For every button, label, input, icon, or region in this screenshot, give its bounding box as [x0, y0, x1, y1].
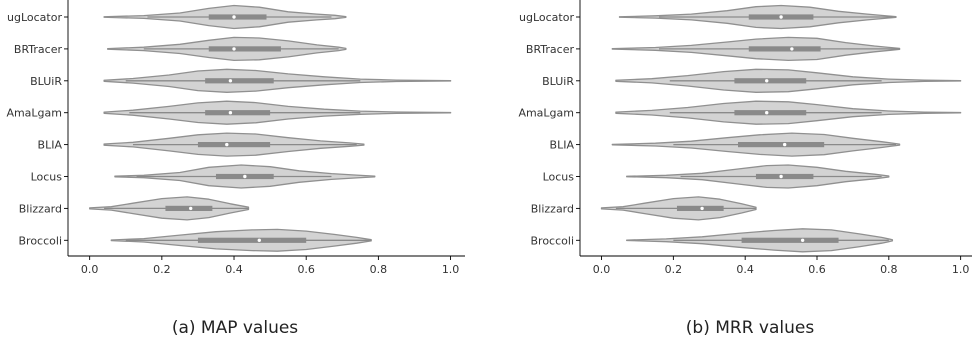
violin-median [779, 174, 783, 179]
y-tick-label: BLIA [550, 139, 575, 152]
y-tick-label: BLUiR [30, 75, 62, 88]
x-tick-label: 0.6 [297, 263, 315, 276]
y-tick-label: BRTracer [14, 43, 63, 56]
violin-median [765, 111, 769, 115]
violin-iqr-box [755, 173, 814, 180]
violin-iqr-box [738, 142, 825, 148]
violin-median [782, 142, 787, 147]
violin-median [189, 206, 193, 211]
x-tick-label: 0.4 [225, 263, 243, 276]
y-tick-label: BLUiR [542, 75, 574, 88]
y-tick-label: Locus [31, 171, 63, 184]
x-tick-label: 1.0 [442, 263, 460, 276]
x-tick-label: 0.2 [665, 263, 683, 276]
violin-iqr-box [205, 110, 271, 116]
y-tick-label: BLIA [38, 139, 63, 152]
violin-iqr-box [734, 78, 807, 84]
x-tick-label: 0.2 [153, 263, 171, 276]
x-tick-label: 0.8 [370, 263, 388, 276]
y-tick-label: Broccoli [19, 234, 63, 247]
y-tick-label: ugLocator [519, 11, 574, 24]
y-tick-label: Blizzard [19, 202, 62, 215]
x-tick-label: 0.4 [736, 263, 754, 276]
violin-median [700, 206, 704, 211]
figure-caption: (a) MAP values [172, 318, 298, 338]
y-tick-label: AmaLgam [518, 107, 574, 120]
panel-map-values: 0.0 0.2 0.4 0.6 0.8 1.0 ugLocator BRTracer BLUiR… [6, 0, 465, 338]
violin-median [779, 15, 783, 19]
y-tick-label: ugLocator [7, 11, 62, 24]
violin-median [243, 174, 247, 179]
violin-median [790, 47, 794, 51]
x-tick-label: 1.0 [952, 263, 970, 276]
y-tick-label: AmaLgam [6, 107, 62, 120]
violin-iqr-box [741, 237, 839, 243]
x-tick-label: 0.0 [81, 263, 99, 276]
figure-caption: (b) MRR values [686, 318, 815, 338]
y-tick-label: BRTracer [526, 43, 575, 56]
violin-median [800, 238, 805, 242]
violin-iqr-box [208, 14, 267, 20]
violin-iqr-box [165, 205, 213, 211]
violin-iqr-box [748, 46, 821, 52]
x-tick-label: 0.0 [593, 263, 611, 276]
violin-iqr-box [197, 142, 271, 148]
violin-median [228, 79, 233, 83]
violin-median [232, 15, 236, 19]
x-tick-label: 0.6 [808, 263, 826, 276]
violin-median [232, 47, 236, 51]
panel-mrr-values: 0.0 0.2 0.4 0.6 0.8 1.0 ugLocator BRTracer BLUiR… [518, 0, 972, 338]
violin-median [225, 142, 229, 147]
violin-iqr-box [676, 205, 724, 211]
y-tick-label: Locus [543, 171, 575, 184]
violin-iqr-box [197, 237, 307, 243]
violin-iqr-box [734, 110, 807, 116]
x-tick-label: 0.8 [880, 263, 898, 276]
y-tick-label: Broccoli [531, 234, 575, 247]
y-tick-label: Blizzard [531, 202, 574, 215]
violin-median [257, 238, 261, 242]
violin-median [228, 111, 233, 115]
violin-iqr-box [205, 78, 274, 84]
violin-median [765, 79, 769, 83]
violin-iqr-box [208, 46, 281, 52]
